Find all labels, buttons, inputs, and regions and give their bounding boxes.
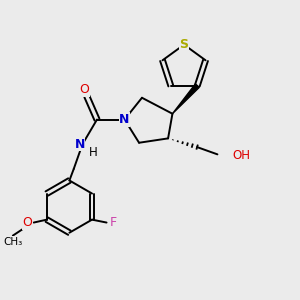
Text: O: O	[22, 216, 32, 229]
Text: N: N	[74, 138, 85, 151]
Text: OH: OH	[232, 149, 250, 162]
Text: N: N	[119, 113, 130, 126]
Text: S: S	[179, 38, 188, 51]
Text: O: O	[80, 83, 89, 96]
Text: F: F	[110, 216, 116, 229]
Text: CH₃: CH₃	[3, 237, 22, 247]
Polygon shape	[172, 84, 199, 114]
Text: H: H	[89, 146, 98, 159]
